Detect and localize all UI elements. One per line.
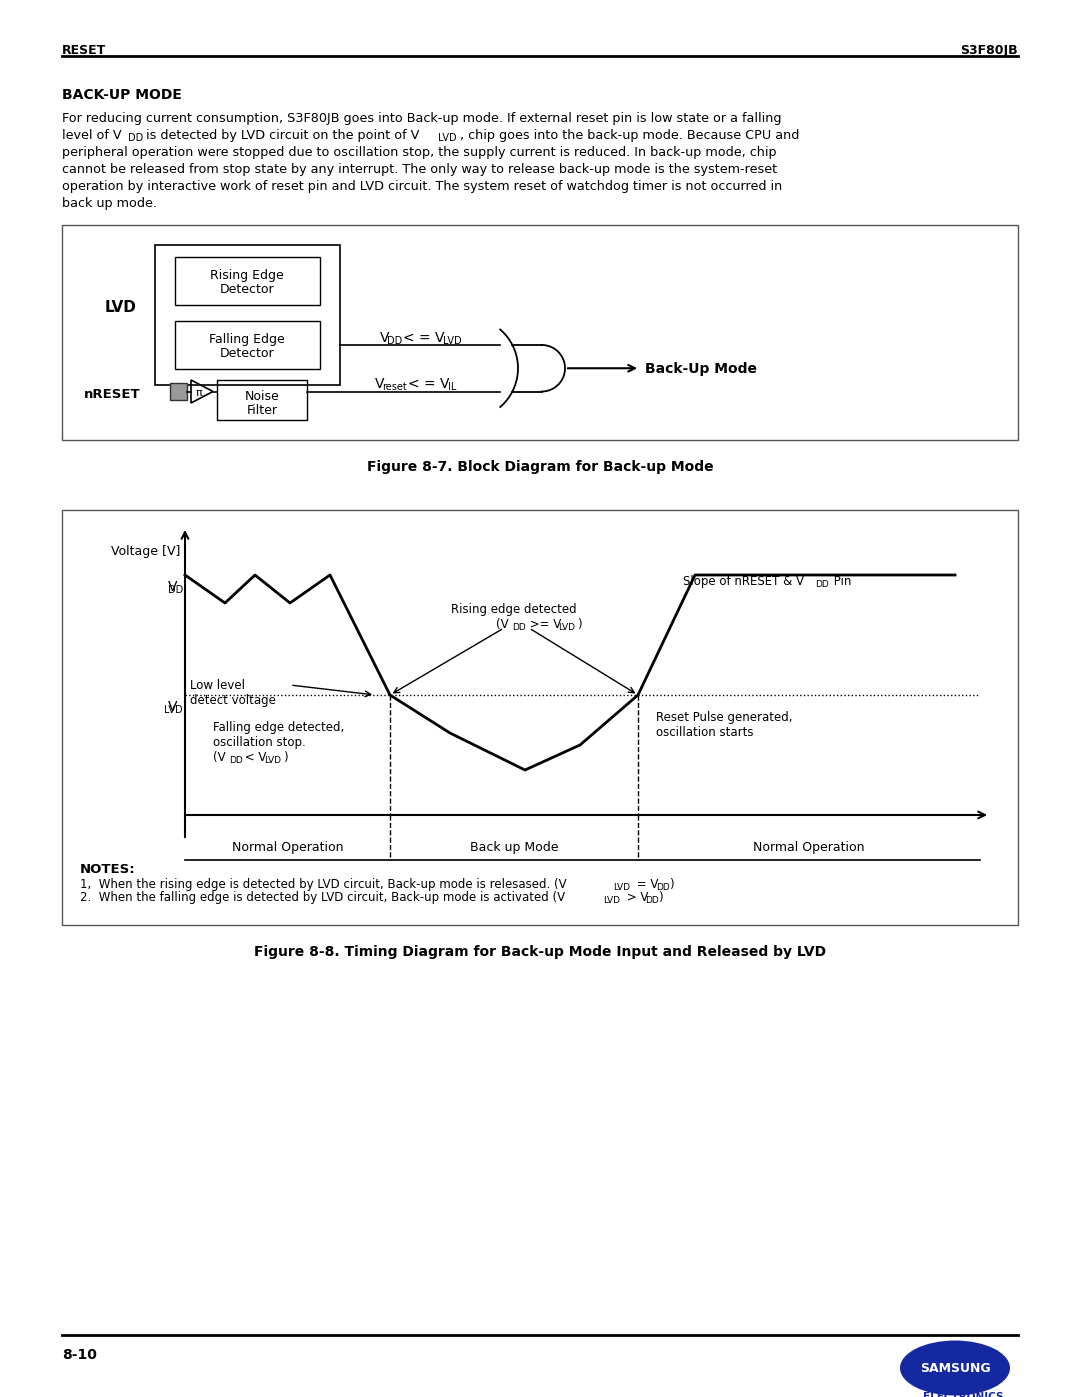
Text: V: V (167, 700, 177, 714)
Text: ): ) (577, 617, 582, 631)
Text: ): ) (658, 891, 663, 904)
Text: DD: DD (229, 756, 243, 766)
Text: ELECTRONICS: ELECTRONICS (922, 1391, 1003, 1397)
Text: SAMSUNG: SAMSUNG (920, 1362, 990, 1375)
Text: BACK-UP MODE: BACK-UP MODE (62, 88, 181, 102)
Text: LVD: LVD (558, 623, 575, 631)
Text: V: V (375, 377, 384, 391)
Text: LVD: LVD (603, 895, 620, 905)
Bar (156, 244, 340, 386)
Text: LVD: LVD (164, 705, 183, 715)
Text: Normal Operation: Normal Operation (232, 841, 343, 854)
Text: Normal Operation: Normal Operation (753, 841, 865, 854)
Text: DD: DD (512, 623, 526, 631)
Text: < = V: < = V (403, 331, 445, 345)
Bar (175, 257, 320, 305)
Ellipse shape (900, 1341, 1010, 1396)
Text: Voltage [V]: Voltage [V] (110, 545, 180, 557)
Text: Rising Edge: Rising Edge (211, 270, 284, 282)
Text: is detected by LVD circuit on the point of V: is detected by LVD circuit on the point … (141, 129, 419, 142)
Text: Reset Pulse generated,: Reset Pulse generated, (656, 711, 793, 724)
Bar (217, 380, 307, 420)
Text: (V: (V (496, 617, 509, 631)
Text: Filter: Filter (246, 404, 278, 416)
Text: Figure 8-7. Block Diagram for Back-up Mode: Figure 8-7. Block Diagram for Back-up Mo… (367, 460, 713, 474)
Text: reset: reset (382, 383, 407, 393)
Text: IL: IL (448, 383, 457, 393)
Text: Detector: Detector (219, 284, 274, 296)
Text: For reducing current consumption, S3F80JB goes into Back-up mode. If external re: For reducing current consumption, S3F80J… (62, 112, 782, 124)
Text: ): ) (283, 752, 287, 764)
Text: > V: > V (623, 891, 648, 904)
Bar (175, 321, 320, 369)
Text: DD: DD (645, 895, 659, 905)
Text: LVD: LVD (105, 300, 137, 314)
Text: Falling Edge: Falling Edge (210, 332, 285, 346)
Text: back up mode.: back up mode. (62, 197, 157, 210)
Text: oscillation starts: oscillation starts (656, 726, 754, 739)
Text: π: π (195, 387, 203, 398)
Text: < V: < V (241, 752, 267, 764)
Text: peripheral operation were stopped due to oscillation stop, the supply current is: peripheral operation were stopped due to… (62, 147, 777, 159)
Text: LVD: LVD (264, 756, 281, 766)
Text: Back-Up Mode: Back-Up Mode (645, 362, 757, 376)
Text: LVD: LVD (613, 883, 630, 893)
Text: DD: DD (387, 337, 402, 346)
Text: DD: DD (656, 883, 670, 893)
Text: DD: DD (815, 580, 828, 590)
Text: Figure 8-8. Timing Diagram for Back-up Mode Input and Released by LVD: Figure 8-8. Timing Diagram for Back-up M… (254, 944, 826, 958)
Text: RESET: RESET (62, 43, 106, 57)
Text: 8-10: 8-10 (62, 1348, 97, 1362)
Text: >= V: >= V (526, 617, 562, 631)
Text: LVD: LVD (438, 133, 457, 142)
Bar (170, 383, 187, 400)
Text: cannot be released from stop state by any interrupt. The only way to release bac: cannot be released from stop state by an… (62, 163, 778, 176)
Text: operation by interactive work of reset pin and LVD circuit. The system reset of : operation by interactive work of reset p… (62, 180, 782, 193)
Text: detect voltage: detect voltage (190, 694, 275, 707)
Text: DD: DD (167, 585, 183, 595)
Text: ): ) (669, 877, 674, 891)
Bar (62, 510, 1018, 925)
Text: Noise: Noise (245, 390, 280, 402)
Text: DD: DD (129, 133, 144, 142)
Bar (62, 225, 1018, 440)
Text: oscillation stop.: oscillation stop. (213, 736, 306, 749)
Text: < = V: < = V (408, 377, 449, 391)
Text: V: V (167, 580, 177, 594)
Text: Falling edge detected,: Falling edge detected, (213, 721, 345, 733)
Text: Low level: Low level (190, 679, 245, 692)
Text: , chip goes into the back-up mode. Because CPU and: , chip goes into the back-up mode. Becau… (460, 129, 799, 142)
Text: Slope of nRESET & V: Slope of nRESET & V (683, 576, 804, 588)
Text: Rising edge detected: Rising edge detected (451, 604, 577, 616)
Text: nRESET: nRESET (84, 388, 140, 401)
Text: NOTES:: NOTES: (80, 863, 136, 876)
Text: Back up Mode: Back up Mode (470, 841, 558, 854)
Text: V: V (380, 331, 390, 345)
Text: 1,  When the rising edge is detected by LVD circuit, Back-up mode is relesased. : 1, When the rising edge is detected by L… (80, 877, 567, 891)
Text: Detector: Detector (219, 346, 274, 360)
Text: level of V: level of V (62, 129, 122, 142)
Text: LVD: LVD (443, 337, 461, 346)
Text: = V: = V (633, 877, 659, 891)
Text: S3F80JB: S3F80JB (960, 43, 1018, 57)
Text: 2.  When the falling edge is detected by LVD circuit, Back-up mode is activated : 2. When the falling edge is detected by … (80, 891, 565, 904)
Text: (V: (V (213, 752, 226, 764)
Text: Pin: Pin (831, 576, 851, 588)
